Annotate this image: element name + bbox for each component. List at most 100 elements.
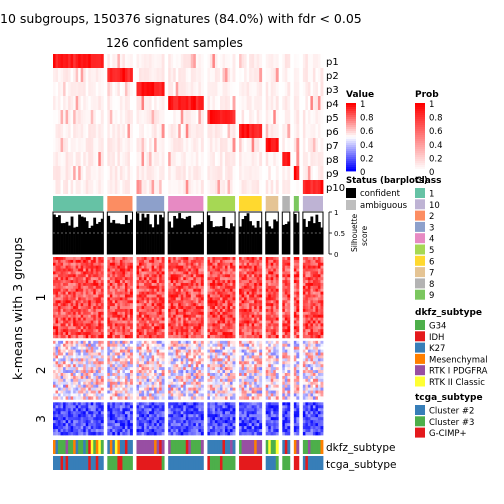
prob-cell [146, 152, 150, 166]
heatmap-cell [151, 282, 155, 287]
prob-cell [287, 96, 291, 110]
heatmap-cell [249, 271, 253, 275]
prob-cell [200, 54, 204, 68]
heatmap-cell [270, 358, 274, 362]
heatmap-cell [190, 259, 194, 264]
heatmap-cell [214, 306, 218, 310]
heatmap-cell [190, 280, 194, 284]
prob-cell [146, 180, 150, 194]
prob-cell [315, 82, 319, 96]
heatmap-cell [156, 308, 160, 313]
heatmap-cell [254, 334, 258, 339]
heatmap-cell [296, 306, 300, 310]
heatmap-cell [273, 373, 277, 377]
heatmap-cell [107, 375, 111, 380]
heatmap-cell [70, 323, 74, 327]
heatmap-cell [241, 378, 245, 383]
heatmap-cell [193, 291, 197, 295]
prob-cell [305, 166, 309, 180]
prob-cell [212, 82, 216, 96]
heatmap-cell [107, 326, 111, 330]
heatmap-cell [178, 297, 182, 301]
heatmap-cell [117, 375, 121, 380]
heatmap-cell [317, 282, 321, 287]
heatmap-cell [170, 311, 174, 316]
prob-cell [93, 124, 97, 138]
heatmap-cell [307, 349, 311, 353]
prob-cell [90, 138, 94, 152]
heatmap-cell [270, 367, 274, 371]
heatmap-cell [254, 349, 258, 353]
heatmap-cell [188, 274, 192, 278]
heatmap-cell [109, 294, 113, 298]
heatmap-cell [60, 300, 64, 304]
heatmap-cell [251, 375, 255, 380]
heatmap-cell [93, 303, 97, 307]
prob-cell [207, 152, 211, 166]
heatmap-cell [173, 332, 177, 336]
heatmap-cell [312, 274, 316, 278]
heatmap-cell [117, 297, 121, 301]
heatmap-cell [219, 355, 223, 359]
heatmap-cell [161, 306, 165, 310]
heatmap-cell [65, 367, 69, 371]
heatmap-cell [268, 259, 272, 264]
heatmap-cell [73, 311, 77, 316]
prob-cell [161, 138, 165, 152]
heatmap-cell [156, 361, 160, 365]
prob-cell [154, 138, 158, 152]
heatmap-cell [173, 285, 177, 290]
prob-cell [58, 180, 61, 194]
prob-cell [144, 54, 147, 68]
heatmap-cell [156, 288, 160, 293]
heatmap-cell [124, 355, 128, 359]
heatmap-cell [139, 265, 142, 269]
heatmap-cell [312, 306, 316, 310]
heatmap-cell [119, 361, 123, 365]
heatmap-cell [90, 323, 94, 327]
heatmap-cell [212, 361, 216, 365]
prob-cell [317, 96, 321, 110]
heatmap-cell [239, 358, 242, 362]
heatmap-cell [293, 268, 297, 272]
heatmap-cell [310, 257, 314, 261]
heatmap-cell [85, 306, 89, 310]
prob-cell [63, 152, 66, 166]
heatmap-cell [78, 274, 82, 278]
heatmap-cell [239, 257, 242, 261]
prob-cell [312, 54, 316, 68]
heatmap-cell [183, 340, 187, 345]
heatmap-cell [195, 271, 199, 275]
heatmap-cell [246, 317, 250, 321]
heatmap-cell [180, 274, 184, 278]
prob-cell [127, 68, 131, 82]
prob-cell [78, 124, 82, 138]
heatmap-cell [183, 323, 187, 327]
heatmap-cell [139, 280, 142, 284]
heatmap-cell [180, 282, 184, 287]
heatmap-cell [161, 262, 165, 267]
heatmap-cell [273, 346, 277, 351]
heatmap-cell [70, 326, 74, 330]
heatmap-cell [305, 288, 309, 293]
heatmap-cell [259, 306, 263, 310]
heatmap-cell [249, 288, 253, 293]
prob-cell [73, 124, 77, 138]
heatmap-cell [185, 257, 189, 261]
heatmap-cell [80, 352, 84, 356]
heatmap-cell [88, 308, 92, 313]
prob-cell [175, 152, 179, 166]
heatmap-cell [136, 285, 140, 290]
heatmap-cell [183, 343, 187, 348]
heatmap-cell [129, 288, 133, 293]
heatmap-cell [83, 375, 87, 380]
heatmap-cell [124, 265, 128, 269]
prob-cell [256, 82, 260, 96]
heatmap-cell [93, 317, 97, 321]
heatmap-cell [312, 329, 316, 333]
heatmap-cell [284, 334, 288, 339]
heatmap-cell [270, 274, 274, 278]
heatmap-cell [249, 274, 253, 278]
heatmap-cell [302, 297, 306, 301]
